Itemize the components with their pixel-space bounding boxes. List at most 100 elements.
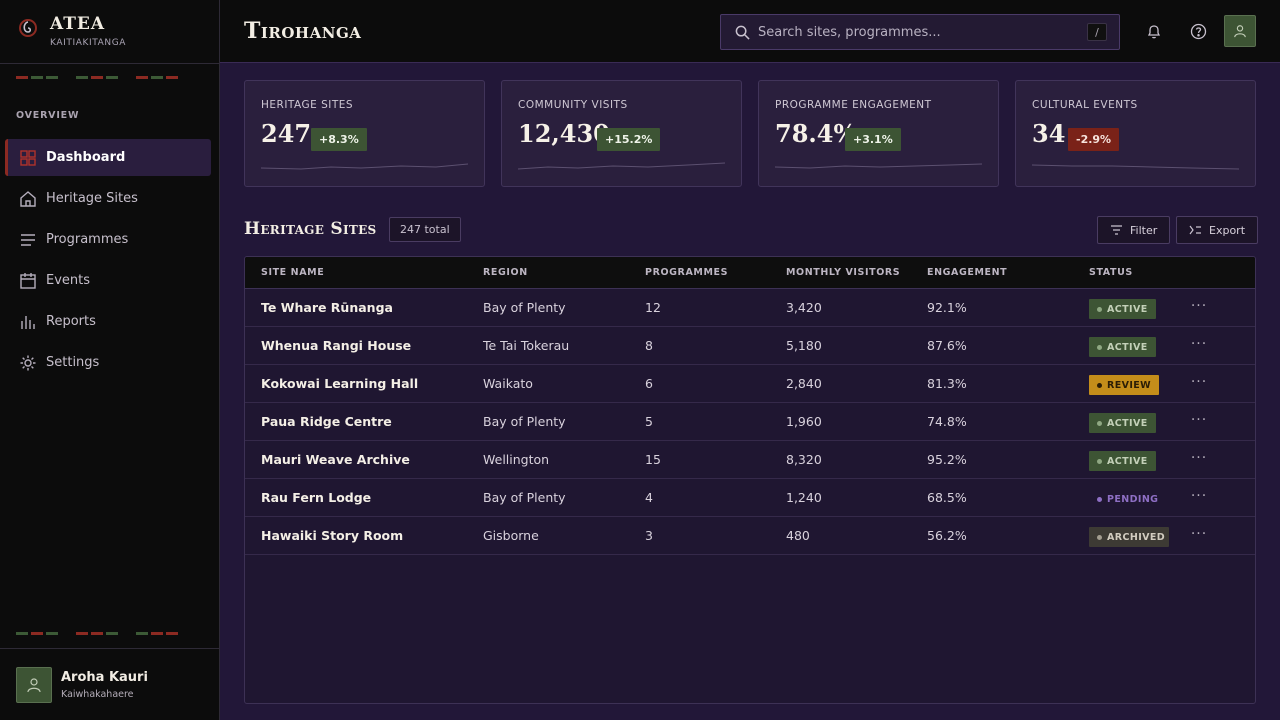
kpi-card-heritage-sites[interactable]: HERITAGE SITES 247 +8.3% xyxy=(244,80,485,187)
monthly-visitors: 1,960 xyxy=(786,414,822,429)
column-header-engagement[interactable]: ENGAGEMENT xyxy=(927,267,1008,278)
sparkline xyxy=(775,163,982,169)
list-icon xyxy=(21,233,35,246)
table-row[interactable]: Te Whare Rūnanga Bay of Plenty 12 3,420 … xyxy=(245,289,1255,327)
grid-icon xyxy=(20,149,36,166)
engagement: 95.2% xyxy=(927,452,967,467)
row-actions-button[interactable]: ··· xyxy=(1190,488,1208,504)
row-actions-button[interactable]: ··· xyxy=(1190,374,1208,390)
row-actions-button[interactable]: ··· xyxy=(1190,450,1208,466)
kpi-card-cultural-events[interactable]: CULTURAL EVENTS 34 -2.9% xyxy=(1015,80,1256,187)
sidebar-item-programmes[interactable]: Programmes xyxy=(5,221,211,258)
kpi-card-community-visits[interactable]: COMMUNITY VISITS 12,430 +15.2% xyxy=(501,80,742,187)
bar-chart-icon xyxy=(21,315,35,329)
user-icon xyxy=(1234,25,1246,38)
status-dot xyxy=(1097,382,1102,388)
status-dot xyxy=(1097,344,1102,350)
sidebar-item-dashboard[interactable]: Dashboard xyxy=(5,139,211,176)
region: Wellington xyxy=(483,452,550,467)
site-name: Kokowai Learning Hall xyxy=(261,376,419,391)
column-header-programmes[interactable]: PROGRAMMES xyxy=(645,267,729,278)
table-row[interactable]: Hawaiki Story Room Gisborne 3 480 56.2% … xyxy=(245,517,1255,555)
row-actions-button[interactable]: ··· xyxy=(1190,336,1208,352)
status-badge: PENDING xyxy=(1089,489,1166,509)
site-name: Te Whare Rūnanga xyxy=(261,300,393,315)
programmes-count: 3 xyxy=(645,528,653,543)
table-row[interactable]: Whenua Rangi House Te Tai Tokerau 8 5,18… xyxy=(245,327,1255,365)
status-label: ACTIVE xyxy=(1107,417,1148,429)
user-profile[interactable]: Aroha Kauri Kaiwhakahaere xyxy=(16,667,148,703)
status-badge: ACTIVE xyxy=(1089,337,1156,357)
region: Bay of Plenty xyxy=(483,414,566,429)
sidebar-item-label: Dashboard xyxy=(46,150,126,165)
monthly-visitors: 480 xyxy=(786,528,810,543)
table-row[interactable]: Paua Ridge Centre Bay of Plenty 5 1,960 … xyxy=(245,403,1255,441)
engagement: 68.5% xyxy=(927,490,967,505)
status-label: REVIEW xyxy=(1107,379,1152,391)
status-label: ARCHIVED xyxy=(1107,531,1166,543)
kpi-value: 78.4% xyxy=(775,119,857,148)
export-button[interactable]: Export xyxy=(1176,216,1259,244)
filter-icon xyxy=(1111,225,1122,235)
user-icon xyxy=(27,678,41,693)
sidebar-item-label: Settings xyxy=(46,355,100,370)
brand[interactable]: ATEA KAITIAKITANGA xyxy=(18,14,126,48)
site-name: Hawaiki Story Room xyxy=(261,528,404,543)
page-title: Tirohanga xyxy=(244,18,362,44)
monthly-visitors: 2,840 xyxy=(786,376,822,391)
filter-button[interactable]: Filter xyxy=(1097,216,1171,244)
account-avatar-button[interactable] xyxy=(1224,15,1256,47)
status-badge: ACTIVE xyxy=(1089,299,1156,319)
engagement: 74.8% xyxy=(927,414,967,429)
kpi-label: COMMUNITY VISITS xyxy=(518,99,628,111)
column-header-monthly-visitors[interactable]: MONTHLY VISITORS xyxy=(786,267,901,278)
total-count-badge: 247 total xyxy=(389,217,461,242)
sidebar-item-events[interactable]: Events xyxy=(5,262,211,299)
status-badge: ACTIVE xyxy=(1089,413,1156,433)
column-header-site-name[interactable]: SITE NAME xyxy=(261,267,325,278)
sidebar-item-label: Reports xyxy=(46,314,96,329)
sidebar-item-reports[interactable]: Reports xyxy=(5,303,211,340)
row-actions-button[interactable]: ··· xyxy=(1190,412,1208,428)
search-icon xyxy=(735,25,750,40)
sidebar-nav: Dashboard Heritage Sites Programmes Even… xyxy=(5,139,211,385)
engagement: 92.1% xyxy=(927,300,967,315)
user-name: Aroha Kauri xyxy=(61,670,148,685)
help-button[interactable] xyxy=(1188,21,1208,41)
site-name: Paua Ridge Centre xyxy=(261,414,392,429)
heritage-sites-table: SITE NAME REGION PROGRAMMES MONTHLY VISI… xyxy=(244,256,1256,704)
notifications-button[interactable] xyxy=(1144,21,1164,41)
status-label: ACTIVE xyxy=(1107,341,1148,353)
sidebar-item-heritage-sites[interactable]: Heritage Sites xyxy=(5,180,211,217)
table-row[interactable]: Mauri Weave Archive Wellington 15 8,320 … xyxy=(245,441,1255,479)
export-icon xyxy=(1189,225,1201,235)
region: Bay of Plenty xyxy=(483,300,566,315)
sidebar: ATEA KAITIAKITANGA OVERVIEW Dashboard He… xyxy=(0,0,220,720)
search-bar[interactable]: / xyxy=(720,14,1120,50)
sidebar-item-settings[interactable]: Settings xyxy=(5,344,211,381)
engagement: 87.6% xyxy=(927,338,967,353)
status-dot xyxy=(1097,306,1102,312)
row-actions-button[interactable]: ··· xyxy=(1190,526,1208,542)
taniko-pattern xyxy=(16,632,178,635)
status-badge: ARCHIVED xyxy=(1089,527,1169,547)
status-dot xyxy=(1097,458,1102,464)
table-row[interactable]: Kokowai Learning Hall Waikato 6 2,840 81… xyxy=(245,365,1255,403)
search-input[interactable] xyxy=(758,24,1078,40)
kpi-value: 247 xyxy=(261,119,312,148)
taniko-pattern xyxy=(16,76,178,79)
kpi-delta-badge: +3.1% xyxy=(845,128,901,151)
column-header-region[interactable]: REGION xyxy=(483,267,528,278)
kpi-card-programme-engagement[interactable]: PROGRAMME ENGAGEMENT 78.4% +3.1% xyxy=(758,80,999,187)
region: Gisborne xyxy=(483,528,539,543)
table-row[interactable]: Rau Fern Lodge Bay of Plenty 4 1,240 68.… xyxy=(245,479,1255,517)
programmes-count: 6 xyxy=(645,376,653,391)
row-actions-button[interactable]: ··· xyxy=(1190,298,1208,314)
brand-name: ATEA xyxy=(50,14,106,34)
export-button-label: Export xyxy=(1209,223,1246,237)
bell-icon xyxy=(1147,25,1161,39)
column-header-status[interactable]: STATUS xyxy=(1089,267,1133,278)
status-dot xyxy=(1097,496,1102,502)
topbar: Tirohanga / xyxy=(220,0,1280,63)
status-label: ACTIVE xyxy=(1107,303,1148,315)
